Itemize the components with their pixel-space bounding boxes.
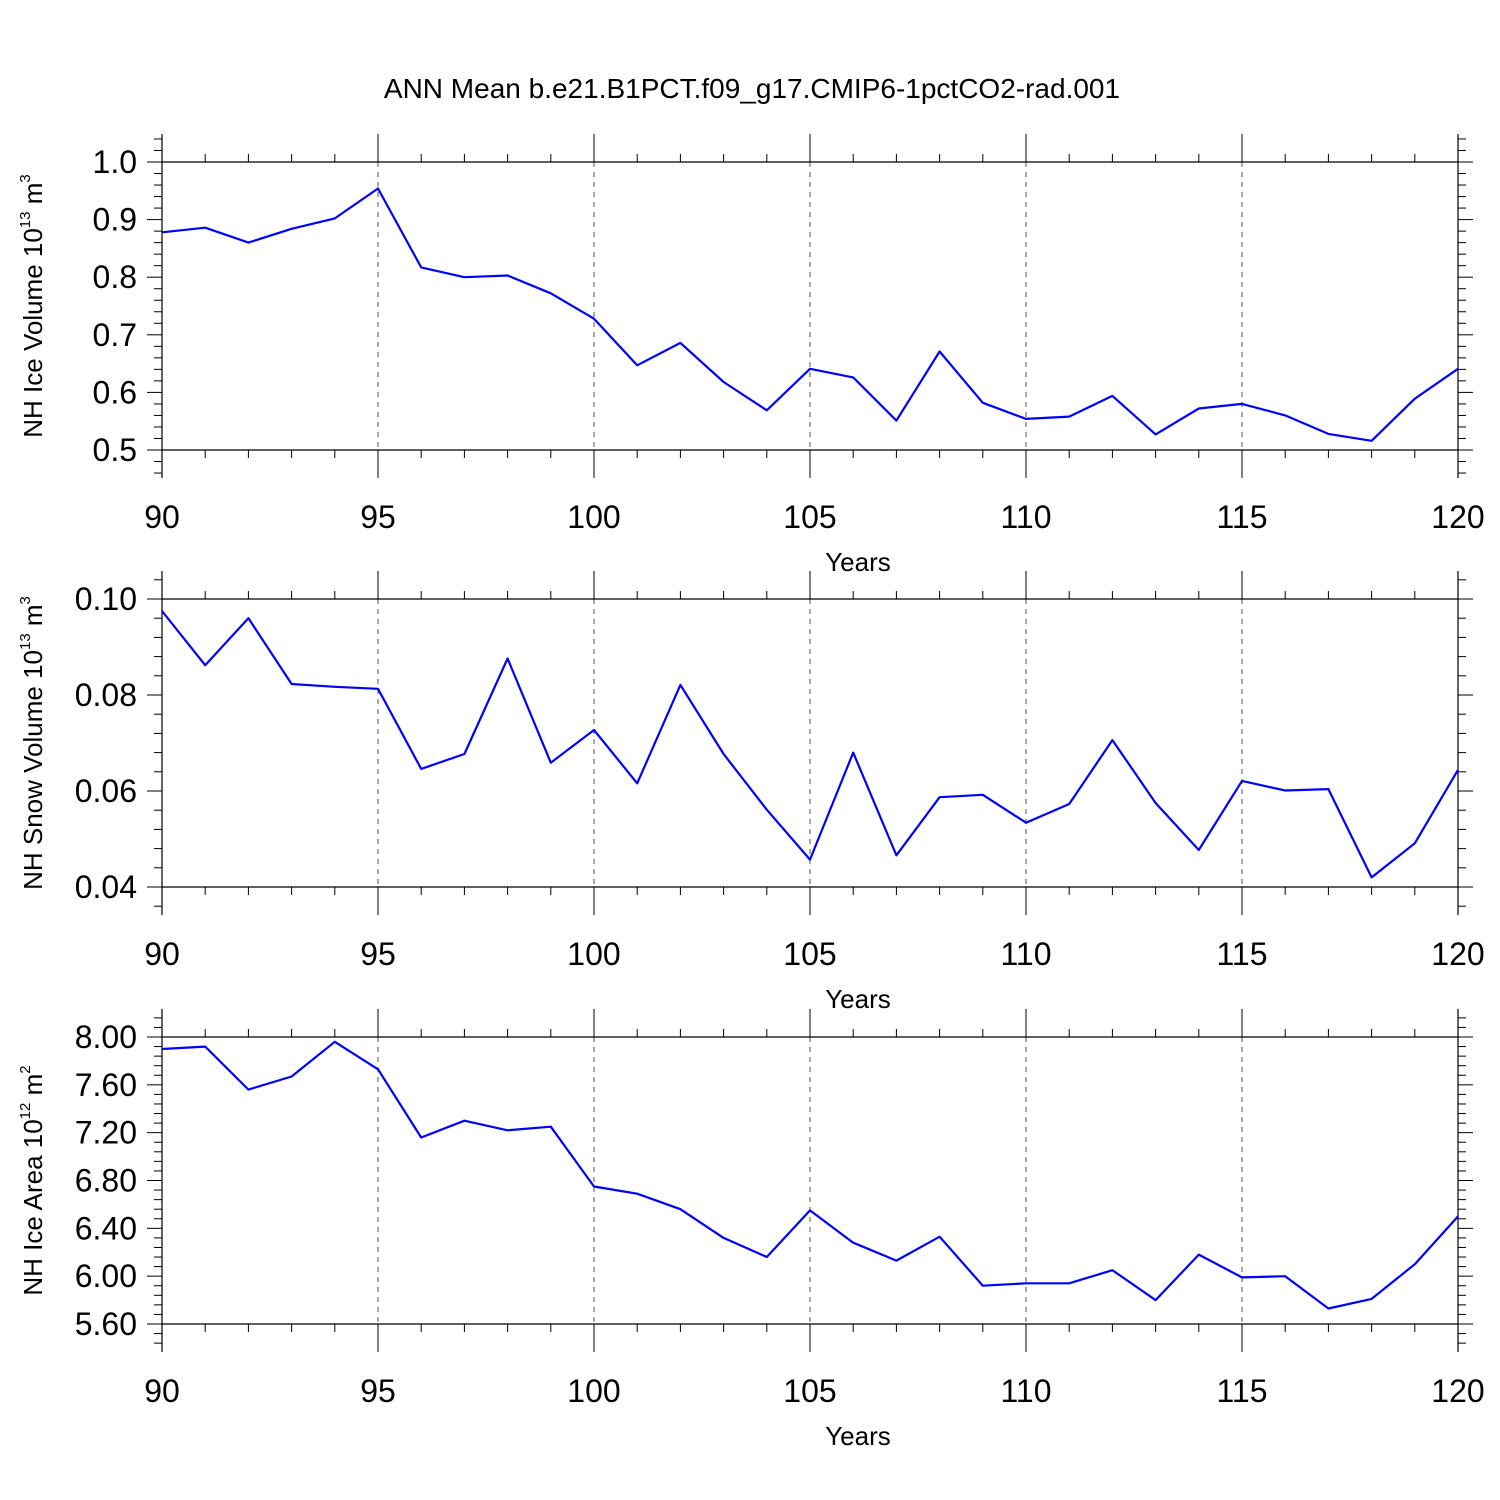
x-tick-label: 120 bbox=[1431, 499, 1484, 535]
x-axis-title: Years bbox=[825, 1421, 891, 1451]
x-tick-label: 90 bbox=[144, 1373, 180, 1409]
x-tick-label: 115 bbox=[1216, 499, 1267, 535]
x-tick-label: 95 bbox=[360, 499, 396, 535]
x-tick-label: 115 bbox=[1216, 936, 1267, 972]
chart-title: ANN Mean b.e21.B1PCT.f09_g17.CMIP6-1pctC… bbox=[384, 73, 1120, 104]
y-tick-label: 6.00 bbox=[75, 1258, 137, 1294]
y-tick-label: 8.00 bbox=[75, 1019, 137, 1055]
x-tick-label: 110 bbox=[1000, 1373, 1051, 1409]
y-tick-label: 5.60 bbox=[75, 1306, 137, 1342]
panel-1: 90 95 100 105 110 115 120 0.5 0.6 0.7 0.8 0.9 1.0 Yea… bbox=[17, 134, 1485, 577]
x-tick-label: 95 bbox=[360, 1373, 396, 1409]
x-tick-label: 110 bbox=[1000, 499, 1051, 535]
y-tick-label: 1.0 bbox=[93, 144, 137, 180]
x-tick-label: 100 bbox=[567, 936, 620, 972]
x-tick-label: 90 bbox=[144, 499, 180, 535]
x-tick-label: 105 bbox=[783, 499, 836, 535]
x-tick-label: 105 bbox=[783, 936, 836, 972]
panels: 90 95 100 105 110 115 120 0.5 0.6 0.7 0.8 0.9 1.0 Yea… bbox=[17, 134, 1485, 1451]
x-tick-label: 105 bbox=[783, 1373, 836, 1409]
y-tick-label: 0.10 bbox=[75, 581, 137, 617]
y-axis-title: NH Ice Area 1012 m2 bbox=[17, 1065, 48, 1295]
x-tick-label: 110 bbox=[1000, 936, 1051, 972]
y-tick-label: 0.04 bbox=[75, 869, 137, 905]
y-tick-label: 0.7 bbox=[93, 317, 137, 353]
y-axis-title: NH Snow Volume 1013 m3 bbox=[17, 596, 48, 890]
y-axis-title: NH Ice Volume 1013 m3 bbox=[17, 174, 48, 437]
x-tick-label: 120 bbox=[1431, 1373, 1484, 1409]
x-tick-label: 115 bbox=[1216, 1373, 1267, 1409]
y-tick-label: 0.06 bbox=[75, 773, 137, 809]
y-tick-label: 6.40 bbox=[75, 1210, 137, 1246]
series-line bbox=[161, 1040, 1459, 1310]
y-tick-label: 0.5 bbox=[93, 432, 137, 468]
series-line bbox=[161, 187, 1459, 442]
x-tick-label: 90 bbox=[144, 936, 180, 972]
x-tick-label: 100 bbox=[567, 1373, 620, 1409]
x-tick-label: 95 bbox=[360, 936, 396, 972]
y-tick-label: 0.6 bbox=[93, 374, 137, 410]
x-tick-label: 120 bbox=[1431, 936, 1484, 972]
y-tick-label: 0.8 bbox=[93, 259, 137, 295]
x-axis-title: Years bbox=[825, 984, 891, 1014]
y-tick-label: 6.80 bbox=[75, 1163, 137, 1199]
y-tick-label: 0.08 bbox=[75, 677, 137, 713]
y-tick-label: 0.9 bbox=[93, 202, 137, 238]
y-tick-label: 7.20 bbox=[75, 1115, 137, 1151]
panel-3: 90 95 100 105 110 115 120 5.60 6.00 6.40 6.80 7.20 7… bbox=[17, 1009, 1485, 1451]
panel-2: 90 95 100 105 110 115 120 0.04 0.06 0.08 0.10 Years… bbox=[17, 571, 1485, 1014]
series-line bbox=[161, 610, 1459, 879]
x-tick-label: 100 bbox=[567, 499, 620, 535]
y-tick-label: 7.60 bbox=[75, 1067, 137, 1103]
x-axis-title: Years bbox=[825, 547, 891, 577]
